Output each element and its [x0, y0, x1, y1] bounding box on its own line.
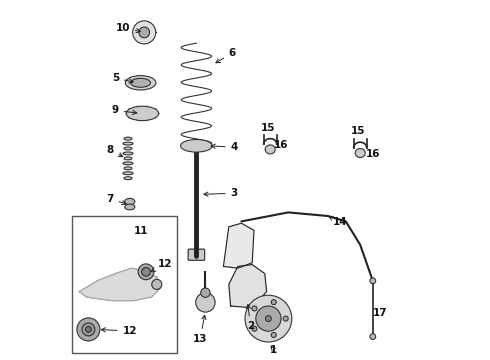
Text: 17: 17 — [373, 308, 387, 318]
Circle shape — [152, 279, 162, 289]
FancyBboxPatch shape — [188, 249, 205, 260]
Text: 13: 13 — [193, 315, 207, 344]
Ellipse shape — [124, 147, 132, 150]
Text: 16: 16 — [274, 140, 288, 150]
Text: 1: 1 — [270, 345, 277, 355]
Circle shape — [138, 264, 154, 280]
Bar — [72, 216, 176, 353]
Ellipse shape — [124, 157, 132, 160]
Circle shape — [133, 21, 156, 44]
Text: 4: 4 — [211, 142, 238, 152]
Circle shape — [283, 316, 288, 321]
Polygon shape — [229, 265, 267, 308]
Circle shape — [86, 327, 91, 332]
Text: 12: 12 — [101, 326, 137, 336]
Ellipse shape — [355, 149, 365, 158]
Ellipse shape — [125, 204, 135, 210]
Text: 16: 16 — [366, 149, 380, 159]
Ellipse shape — [180, 139, 212, 152]
Text: 6: 6 — [216, 48, 236, 63]
Ellipse shape — [123, 172, 133, 175]
Text: 9: 9 — [112, 105, 137, 116]
Circle shape — [142, 267, 150, 276]
Text: 14: 14 — [328, 216, 348, 227]
Ellipse shape — [123, 152, 133, 155]
Ellipse shape — [124, 177, 132, 180]
Circle shape — [271, 333, 276, 338]
Text: 2: 2 — [246, 305, 254, 332]
Circle shape — [266, 316, 271, 321]
Ellipse shape — [125, 198, 135, 205]
Circle shape — [256, 306, 281, 331]
Ellipse shape — [265, 145, 275, 154]
Ellipse shape — [123, 142, 133, 145]
Circle shape — [139, 27, 149, 38]
Ellipse shape — [125, 76, 156, 90]
Text: 10: 10 — [116, 23, 141, 33]
Polygon shape — [79, 268, 160, 301]
Circle shape — [82, 323, 95, 336]
Circle shape — [201, 288, 210, 297]
Circle shape — [252, 326, 257, 331]
Text: 3: 3 — [204, 188, 238, 198]
Text: 11: 11 — [133, 226, 148, 236]
Ellipse shape — [131, 78, 150, 87]
Text: 8: 8 — [106, 145, 123, 157]
Ellipse shape — [123, 162, 133, 165]
Circle shape — [252, 306, 257, 311]
Ellipse shape — [124, 167, 132, 170]
Circle shape — [271, 300, 276, 305]
Text: 7: 7 — [106, 194, 126, 204]
Text: 12: 12 — [151, 259, 172, 271]
Circle shape — [370, 334, 376, 339]
Text: 15: 15 — [351, 126, 366, 136]
Circle shape — [370, 278, 376, 284]
Circle shape — [245, 295, 292, 342]
Text: 5: 5 — [112, 73, 133, 83]
Text: 15: 15 — [261, 123, 276, 133]
Circle shape — [77, 318, 100, 341]
Ellipse shape — [124, 137, 132, 140]
Ellipse shape — [126, 106, 159, 121]
Polygon shape — [223, 223, 254, 268]
Circle shape — [196, 293, 215, 312]
